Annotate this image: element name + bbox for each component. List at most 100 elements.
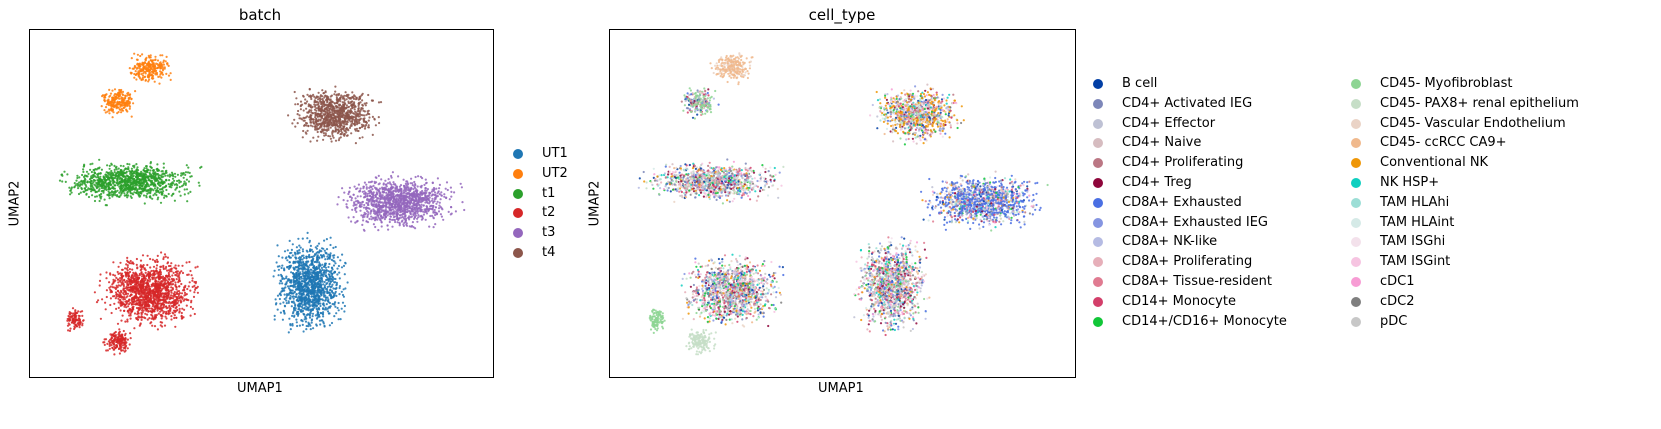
- batch-point: [92, 181, 95, 184]
- batch-point: [152, 189, 155, 192]
- batch-point: [190, 175, 193, 178]
- batch-point: [133, 285, 136, 288]
- batch-point: [104, 308, 107, 311]
- batch-point: [146, 74, 149, 77]
- batch-point: [321, 307, 325, 310]
- batch-point: [100, 105, 103, 108]
- batch-point: [86, 175, 89, 178]
- batch-point: [156, 59, 160, 62]
- batch-point: [70, 315, 74, 318]
- batch-point: [310, 263, 313, 266]
- batch-point: [118, 328, 121, 331]
- batch-point: [340, 290, 343, 293]
- batch-point: [162, 303, 165, 306]
- batch-point: [112, 103, 115, 106]
- batch-point: [78, 181, 81, 184]
- batch-point: [106, 342, 109, 345]
- batch-point: [116, 100, 119, 103]
- batch-point: [140, 291, 143, 294]
- batch-point: [124, 274, 127, 277]
- batch-point: [281, 264, 284, 267]
- batch-point: [337, 309, 340, 312]
- batch-point: [184, 171, 188, 174]
- batch-point: [136, 72, 139, 75]
- batch-point: [109, 173, 112, 176]
- batch-point: [156, 254, 159, 257]
- batch-point: [134, 296, 137, 299]
- batch-point: [342, 295, 345, 298]
- batch-point: [138, 187, 141, 190]
- batch-point: [291, 314, 294, 317]
- batch-point: [162, 264, 165, 267]
- batch-point: [115, 340, 118, 343]
- batch-point: [160, 63, 163, 66]
- batch-point: [180, 282, 183, 286]
- batch-point: [120, 319, 123, 322]
- batch-point: [293, 284, 296, 287]
- batch-point: [334, 301, 337, 304]
- batch-point: [104, 204, 107, 207]
- batch-point: [161, 73, 164, 76]
- batch-point: [147, 303, 150, 306]
- batch-point: [188, 281, 191, 284]
- batch-point: [289, 256, 292, 259]
- batch-point: [81, 183, 84, 186]
- batch-point: [93, 183, 96, 186]
- batch-point: [158, 183, 161, 187]
- batch-point: [148, 64, 151, 67]
- batch-point: [99, 317, 102, 320]
- batch-point: [159, 67, 162, 70]
- batch-point: [185, 261, 188, 264]
- batch-point: [111, 108, 114, 111]
- batch-point: [313, 301, 316, 304]
- batch-point: [281, 289, 284, 293]
- batch-point: [297, 261, 300, 264]
- batch-point: [152, 265, 156, 268]
- batch-point: [277, 268, 280, 271]
- batch-point: [305, 290, 308, 293]
- batch-point: [313, 306, 316, 309]
- batch-point: [112, 186, 115, 189]
- batch-point: [321, 313, 325, 316]
- batch-point: [338, 285, 342, 288]
- batch-point: [306, 231, 309, 234]
- batch-point: [275, 261, 278, 264]
- batch-point: [139, 172, 142, 175]
- batch-point: [120, 170, 123, 173]
- batch-point: [310, 300, 313, 304]
- batch-point: [342, 199, 345, 202]
- batch-point: [87, 187, 90, 190]
- batch-point: [129, 259, 132, 263]
- batch-point: [329, 236, 332, 239]
- batch-point: [146, 318, 149, 321]
- batch-point: [143, 291, 146, 294]
- batch-point: [288, 317, 291, 320]
- batch-point: [118, 94, 122, 97]
- batch-point: [156, 328, 159, 331]
- batch-point: [146, 69, 149, 72]
- batch-point: [123, 192, 126, 195]
- batch-point: [187, 273, 190, 276]
- batch-point: [295, 292, 298, 296]
- batch-point: [120, 97, 123, 100]
- batch-point: [303, 303, 306, 306]
- batch-point: [290, 305, 293, 308]
- batch-point: [302, 277, 305, 280]
- batch-point: [167, 192, 170, 196]
- batch-point: [145, 165, 148, 168]
- batch-point: [173, 172, 177, 175]
- batch-point: [162, 162, 165, 165]
- batch-point: [124, 95, 127, 98]
- batch-point: [182, 316, 185, 319]
- batch-point: [341, 253, 344, 256]
- batch-point: [105, 349, 108, 352]
- batch-point: [317, 276, 320, 279]
- batch-point: [297, 296, 300, 299]
- batch-point: [159, 313, 162, 316]
- batch-point: [133, 72, 136, 76]
- batch-point: [96, 173, 99, 176]
- batch-point: [135, 163, 138, 166]
- batch-point: [325, 308, 328, 311]
- batch-point: [140, 284, 143, 287]
- batch-point: [290, 281, 293, 284]
